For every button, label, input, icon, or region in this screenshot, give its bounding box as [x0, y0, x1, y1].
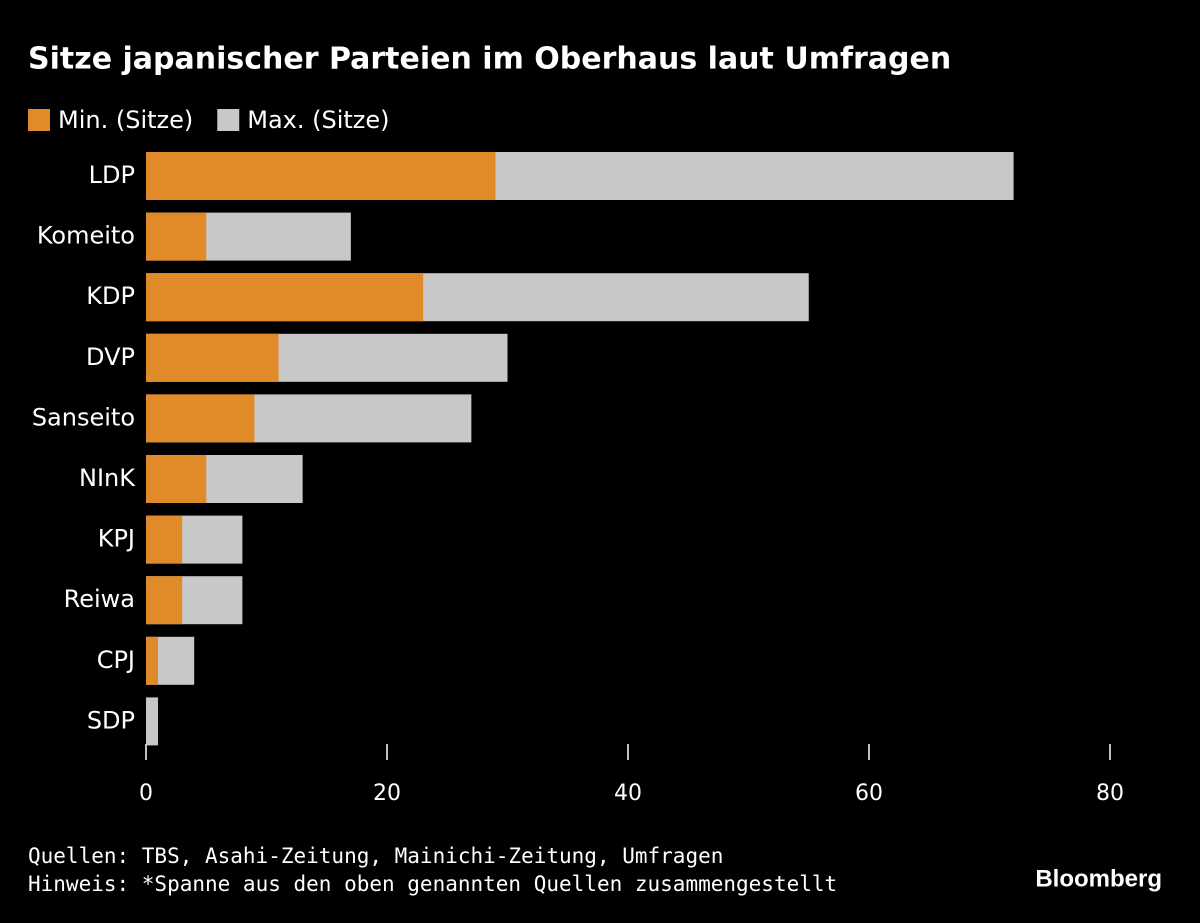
legend-swatch [28, 109, 50, 131]
bar [146, 152, 496, 200]
x-tick-label: 60 [855, 781, 883, 806]
bar [146, 455, 207, 503]
y-tick-label: KPJ [98, 525, 135, 553]
x-tick-label: 20 [373, 781, 401, 806]
source-note: Quellen: TBS, Asahi-Zeitung, Mainichi-Ze… [28, 844, 723, 868]
y-tick-label: Reiwa [64, 585, 135, 613]
y-tick-label: DVP [86, 343, 135, 371]
y-tick-label: Sanseito [32, 403, 135, 431]
y-tick-label: SDP [87, 706, 135, 734]
brand-logo: Bloomberg [1035, 865, 1162, 892]
bar [146, 636, 159, 685]
bar [146, 273, 424, 322]
x-tick-label: 80 [1096, 781, 1124, 806]
legend-label: Min. (Sitze) [58, 106, 193, 134]
y-tick-label: LDP [89, 161, 135, 189]
y-tick-label: CPJ [97, 646, 135, 674]
chart-title: Sitze japanischer Parteien im Oberhaus l… [28, 42, 951, 77]
bar [146, 697, 159, 746]
bar [146, 576, 183, 625]
bar [146, 515, 183, 564]
y-tick-label: Komeito [37, 222, 135, 250]
legend-swatch [217, 109, 240, 131]
footnote: Hinweis: *Spanne aus den oben genannten … [28, 872, 837, 896]
x-tick-label: 40 [614, 781, 642, 806]
legend-label: Max. (Sitze) [247, 106, 389, 134]
bar [146, 333, 279, 382]
y-tick-label: NInK [79, 464, 136, 492]
bar [146, 212, 207, 261]
x-tick-label: 0 [139, 781, 153, 806]
y-tick-label: KDP [86, 282, 135, 310]
bar [146, 394, 255, 443]
